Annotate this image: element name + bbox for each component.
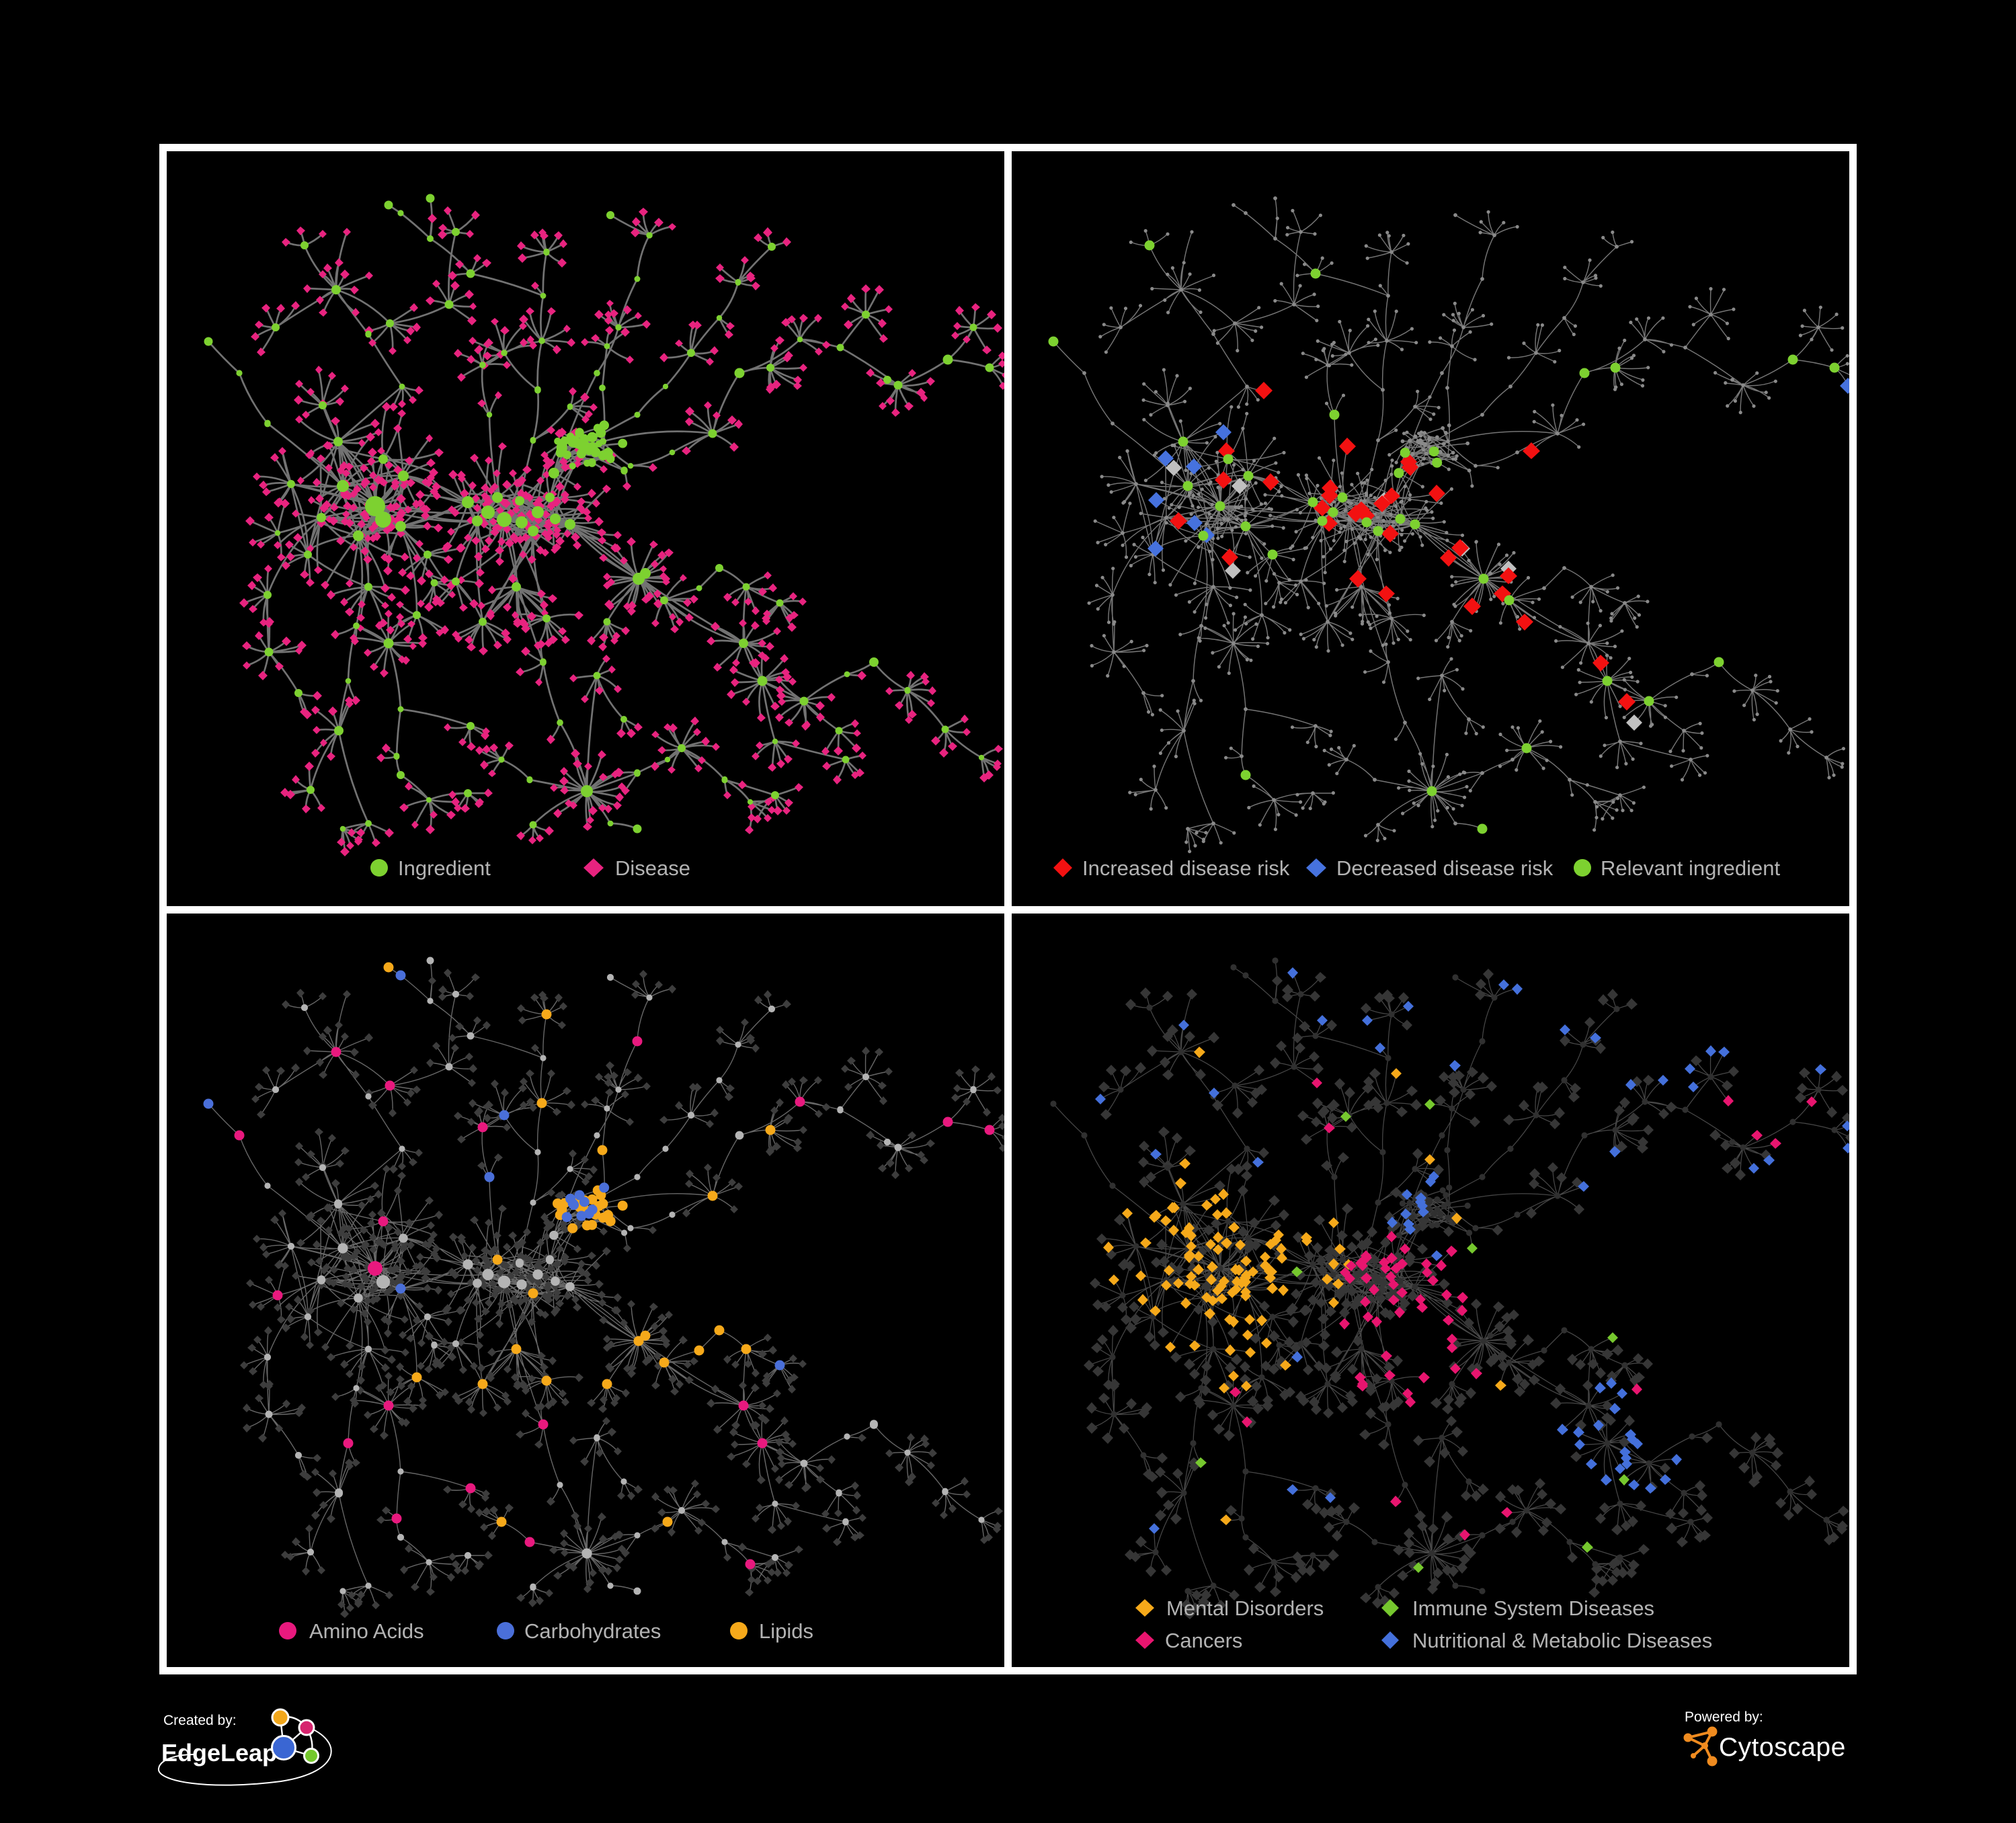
svg-text:Amino Acids: Amino Acids	[309, 1619, 424, 1643]
svg-text:EdgeLeap: EdgeLeap	[161, 1739, 277, 1767]
svg-text:Nutritional & Metabolic Diseas: Nutritional & Metabolic Diseases	[1412, 1629, 1712, 1652]
svg-text:Ingredient: Ingredient	[398, 856, 491, 880]
svg-text:Cytoscape: Cytoscape	[1719, 1733, 1846, 1762]
svg-text:Decreased disease risk: Decreased disease risk	[1336, 856, 1554, 880]
svg-text:Disease: Disease	[615, 856, 690, 880]
svg-text:Relevant ingredient: Relevant ingredient	[1601, 856, 1781, 880]
svg-text:Powered by:: Powered by:	[1685, 1709, 1763, 1725]
svg-text:Increased disease risk: Increased disease risk	[1082, 856, 1290, 880]
svg-text:Cancers: Cancers	[1165, 1629, 1242, 1652]
svg-text:Mental Disorders: Mental Disorders	[1166, 1596, 1324, 1620]
svg-text:Created by:: Created by:	[163, 1713, 237, 1728]
svg-text:Immune System Diseases: Immune System Diseases	[1412, 1596, 1654, 1620]
svg-text:Carbohydrates: Carbohydrates	[524, 1619, 661, 1643]
svg-text:Lipids: Lipids	[759, 1619, 813, 1643]
